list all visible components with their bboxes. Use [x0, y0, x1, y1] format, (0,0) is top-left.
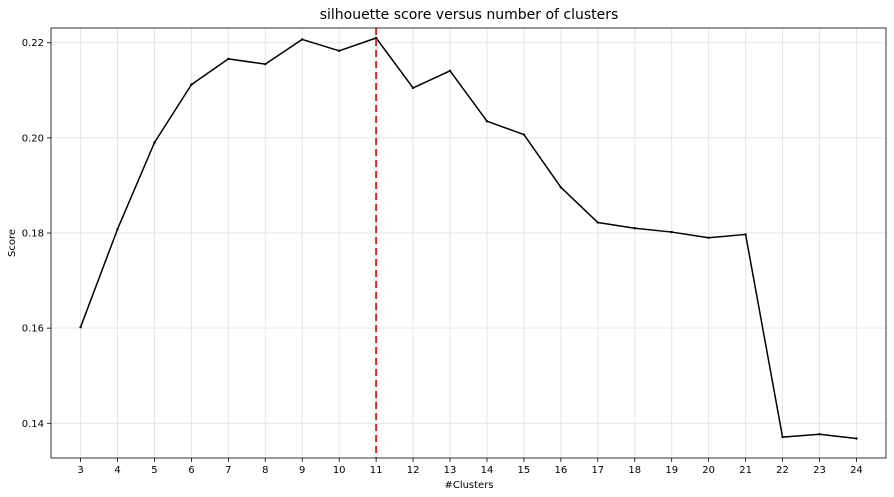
- data-point: [522, 133, 526, 136]
- data-point: [153, 141, 156, 144]
- x-tick-label: 9: [299, 465, 305, 476]
- data-point: [670, 230, 673, 234]
- grid: [51, 28, 886, 458]
- data-point: [116, 228, 119, 231]
- data-point: [818, 433, 821, 436]
- plot-frame: [50, 27, 887, 459]
- x-tick-label: 20: [702, 465, 715, 476]
- data-point: [337, 49, 341, 53]
- x-tick-label: 21: [739, 465, 752, 476]
- x-tick-label: 8: [262, 465, 268, 476]
- x-tick-label: 12: [407, 465, 420, 476]
- plot-area: [79, 28, 858, 458]
- y-tick-label: 0.22: [22, 38, 44, 49]
- x-tick-label: 15: [518, 465, 531, 476]
- series-line: [79, 37, 857, 440]
- x-tick-label: 7: [225, 465, 231, 476]
- data-point: [633, 227, 636, 230]
- x-tick-label: 22: [776, 465, 789, 476]
- data-point: [301, 38, 304, 41]
- y-tick-label: 0.20: [22, 133, 44, 144]
- data-point: [190, 83, 193, 86]
- x-tick-label: 16: [555, 465, 568, 476]
- x-tick-label: 10: [333, 465, 346, 476]
- y-tick-label: 0.16: [22, 324, 44, 335]
- x-tick-label: 24: [850, 465, 863, 476]
- data-point: [485, 120, 489, 123]
- data-point: [781, 435, 784, 439]
- y-axis-label: Score: [7, 229, 18, 257]
- data-point: [411, 86, 415, 90]
- data-point: [374, 36, 378, 40]
- x-tick-label: 19: [665, 465, 678, 476]
- x-tick-label: 13: [444, 465, 457, 476]
- y-tick-label: 0.18: [22, 229, 44, 240]
- x-tick-label: 5: [151, 465, 157, 476]
- x-tick-label: 3: [77, 465, 83, 476]
- chart-title: silhouette score versus number of cluste…: [320, 7, 619, 23]
- x-tick-label: 14: [481, 465, 494, 476]
- x-tick-label: 11: [370, 465, 383, 476]
- x-axis-label: #Clusters: [444, 480, 493, 491]
- x-tick-label: 23: [813, 465, 826, 476]
- data-point: [596, 221, 600, 224]
- data-point: [855, 437, 858, 440]
- data-point: [448, 69, 452, 73]
- x-tick-label: 18: [628, 465, 641, 476]
- y-tick-label: 0.14: [22, 419, 44, 430]
- x-tick-label: 6: [188, 465, 194, 476]
- data-point: [79, 325, 82, 329]
- ticks: 3 4 5 6 7 8 9 10 11 12 13 14 15 16 17 18 19 20 21 22 23 24 0.1…: [22, 38, 863, 476]
- data-point: [559, 186, 563, 189]
- data-point: [264, 62, 267, 66]
- x-tick-label: 4: [114, 465, 120, 476]
- x-tick-label: 17: [591, 465, 604, 476]
- data-point: [744, 233, 747, 236]
- data-point: [707, 236, 710, 239]
- data-point: [227, 57, 230, 61]
